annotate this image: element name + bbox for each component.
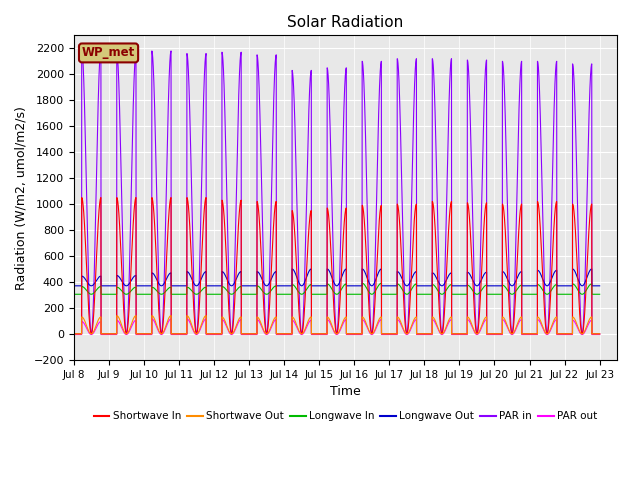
PAR in — [70, 331, 77, 337]
Shortwave In — [177, 331, 184, 337]
Longwave In — [177, 291, 184, 297]
PAR in — [182, 331, 190, 337]
Line: Longwave Out: Longwave Out — [74, 269, 600, 286]
Longwave In — [358, 280, 366, 286]
PAR out — [70, 332, 77, 337]
Longwave In — [484, 291, 492, 297]
Longwave Out — [594, 283, 602, 288]
Line: Longwave In: Longwave In — [74, 283, 600, 294]
Shortwave In — [267, 280, 275, 286]
Line: PAR in: PAR in — [74, 48, 600, 334]
PAR out — [177, 332, 184, 337]
Shortwave Out — [70, 331, 77, 337]
Shortwave Out — [202, 313, 210, 319]
PAR out — [182, 332, 190, 337]
Line: Shortwave Out: Shortwave Out — [74, 316, 600, 334]
Legend: Shortwave In, Shortwave Out, Longwave In, Longwave Out, PAR in, PAR out: Shortwave In, Shortwave Out, Longwave In… — [90, 407, 602, 426]
Shortwave In — [70, 331, 77, 337]
Y-axis label: Radiation (W/m2, umol/m2/s): Radiation (W/m2, umol/m2/s) — [15, 106, 28, 289]
Longwave Out — [484, 283, 492, 288]
PAR in — [596, 331, 604, 337]
PAR in — [594, 331, 602, 337]
PAR out — [594, 332, 602, 337]
Longwave Out — [410, 273, 417, 278]
PAR out — [202, 316, 210, 322]
Longwave In — [594, 291, 602, 297]
Shortwave Out — [177, 331, 184, 337]
Line: Shortwave In: Shortwave In — [74, 198, 600, 334]
Shortwave In — [484, 331, 492, 337]
Longwave In — [182, 291, 190, 297]
Longwave In — [267, 288, 275, 294]
X-axis label: Time: Time — [330, 385, 361, 398]
Longwave Out — [267, 277, 275, 283]
Text: WP_met: WP_met — [82, 47, 135, 60]
Longwave Out — [307, 266, 315, 272]
Title: Solar Radiation: Solar Radiation — [287, 15, 404, 30]
Longwave In — [596, 291, 604, 297]
PAR in — [410, 130, 417, 136]
Shortwave In — [594, 331, 602, 337]
Line: PAR out: PAR out — [74, 319, 600, 335]
Longwave In — [70, 291, 77, 297]
PAR out — [596, 332, 604, 337]
PAR out — [484, 332, 492, 337]
PAR out — [267, 326, 275, 332]
Longwave In — [410, 284, 417, 289]
Shortwave Out — [484, 331, 492, 337]
Shortwave In — [182, 331, 190, 337]
PAR out — [410, 321, 417, 326]
PAR in — [177, 331, 184, 337]
PAR in — [267, 224, 275, 230]
PAR in — [97, 46, 105, 51]
Longwave Out — [182, 283, 190, 288]
Shortwave Out — [182, 331, 190, 337]
Shortwave Out — [267, 324, 275, 330]
Shortwave Out — [410, 319, 417, 324]
Longwave Out — [177, 283, 184, 288]
PAR in — [484, 331, 492, 337]
Shortwave Out — [594, 331, 602, 337]
Shortwave In — [410, 236, 417, 242]
Shortwave In — [596, 331, 604, 337]
Shortwave Out — [596, 331, 604, 337]
Shortwave In — [202, 195, 210, 201]
Longwave Out — [596, 283, 604, 288]
Longwave Out — [70, 283, 77, 288]
